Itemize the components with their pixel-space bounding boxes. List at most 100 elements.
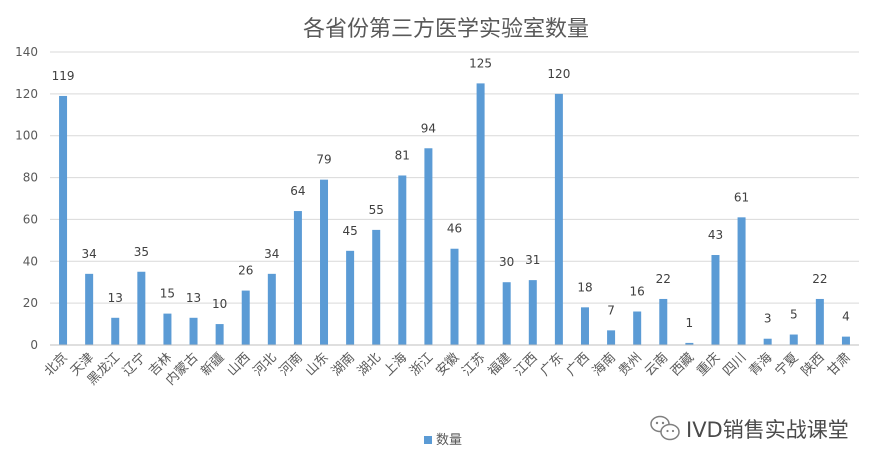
y-tick-label: 100 — [15, 129, 38, 143]
x-category-label: 青海 — [746, 350, 775, 379]
bar — [372, 229, 381, 345]
bar — [163, 313, 172, 345]
data-label: 94 — [421, 121, 436, 135]
data-label: 79 — [316, 153, 331, 167]
x-category-label: 北京 — [42, 350, 71, 379]
data-label: 31 — [525, 253, 540, 267]
bar — [711, 255, 720, 345]
x-category-label: 西藏 — [668, 350, 697, 379]
x-category-label: 海南 — [589, 350, 619, 380]
bar — [633, 311, 642, 345]
x-category-label: 宁夏 — [772, 350, 802, 380]
data-label: 34 — [82, 247, 97, 261]
y-tick-label: 40 — [23, 254, 38, 268]
y-tick-label: 80 — [23, 171, 38, 185]
bar — [111, 317, 120, 345]
x-category-label: 江苏 — [459, 350, 489, 380]
data-label: 45 — [342, 224, 357, 238]
bar — [241, 290, 250, 345]
x-category-label: 云南 — [641, 350, 671, 380]
bar — [685, 342, 694, 345]
bar — [189, 317, 198, 345]
bar — [528, 280, 537, 345]
x-category-label: 河北 — [251, 350, 280, 379]
data-label: 5 — [790, 308, 798, 322]
x-category-label: 湖南 — [328, 350, 358, 380]
bar — [293, 211, 302, 345]
data-label: 81 — [395, 148, 410, 162]
bar — [320, 179, 329, 345]
legend-label: 数量 — [436, 433, 462, 448]
data-label: 64 — [290, 184, 305, 198]
data-label: 125 — [469, 56, 492, 70]
wechat-icon — [650, 415, 680, 441]
data-label: 4 — [842, 310, 850, 324]
data-label: 34 — [264, 247, 279, 261]
x-category-label: 广东 — [538, 350, 567, 379]
data-label: 3 — [764, 312, 772, 326]
bar — [450, 248, 459, 345]
x-category-label: 江西 — [512, 350, 541, 379]
bar — [737, 217, 746, 345]
x-category-label: 浙江 — [407, 350, 436, 379]
x-category-label: 陕西 — [799, 350, 828, 379]
data-label: 13 — [186, 291, 201, 305]
data-label: 55 — [369, 203, 384, 217]
x-category-label: 甘肃 — [825, 350, 854, 379]
gridlines — [50, 51, 859, 304]
bar — [554, 93, 563, 345]
data-label: 16 — [630, 285, 645, 299]
bar — [841, 336, 850, 345]
data-label: 26 — [238, 264, 253, 278]
x-category-label: 贵州 — [616, 350, 645, 379]
x-category-label: 辽宁 — [119, 350, 149, 380]
bar — [659, 298, 668, 345]
data-label: 22 — [812, 272, 827, 286]
bar — [59, 95, 68, 345]
bar — [215, 324, 224, 345]
x-category-label: 山东 — [303, 350, 332, 379]
data-label: 13 — [108, 291, 123, 305]
x-category-label: 新疆 — [198, 350, 228, 380]
y-tick-label: 120 — [15, 87, 38, 101]
data-label: 22 — [656, 272, 671, 286]
bar — [346, 250, 355, 345]
bar — [502, 282, 511, 345]
watermark: IVD销售实战课堂 — [650, 415, 849, 442]
x-category-label: 湖北 — [355, 350, 384, 379]
x-category-label: 重庆 — [694, 350, 724, 380]
bar — [476, 83, 485, 346]
bars — [59, 83, 850, 346]
data-label: 35 — [134, 245, 149, 259]
bar — [85, 273, 94, 345]
y-tick-label: 140 — [15, 45, 38, 59]
y-axis-ticks: 0 20 40 60 80 100 120 140 — [15, 45, 38, 352]
data-label: 30 — [499, 255, 514, 269]
bar — [789, 334, 798, 345]
y-tick-label: 0 — [30, 338, 38, 352]
bar — [763, 338, 772, 345]
x-category-label: 上海 — [381, 350, 410, 379]
x-category-label: 河南 — [276, 350, 306, 380]
y-tick-label: 20 — [23, 296, 38, 310]
bar — [580, 307, 589, 345]
watermark-text: IVD销售实战课堂 — [686, 418, 849, 442]
chart-title: 各省份第三方医学实验室数量 — [303, 17, 589, 42]
bar — [137, 271, 146, 345]
data-label: 18 — [577, 280, 592, 294]
data-label: 120 — [547, 67, 570, 81]
bar — [398, 175, 407, 345]
legend: 数量 — [424, 433, 462, 448]
data-label: 15 — [160, 287, 175, 301]
bar — [424, 148, 433, 345]
data-label: 61 — [734, 190, 749, 204]
x-category-label: 福建 — [486, 350, 515, 379]
data-label: 43 — [708, 228, 723, 242]
bar — [267, 273, 276, 345]
x-axis-categories: 北京天津黑龙江辽宁吉林内蒙古新疆山西河北河南山东湖南湖北上海浙江安徽江苏福建江西… — [42, 350, 854, 389]
x-category-label: 安徽 — [433, 350, 462, 379]
data-label: 119 — [52, 69, 75, 83]
x-category-label: 广西 — [564, 350, 593, 379]
